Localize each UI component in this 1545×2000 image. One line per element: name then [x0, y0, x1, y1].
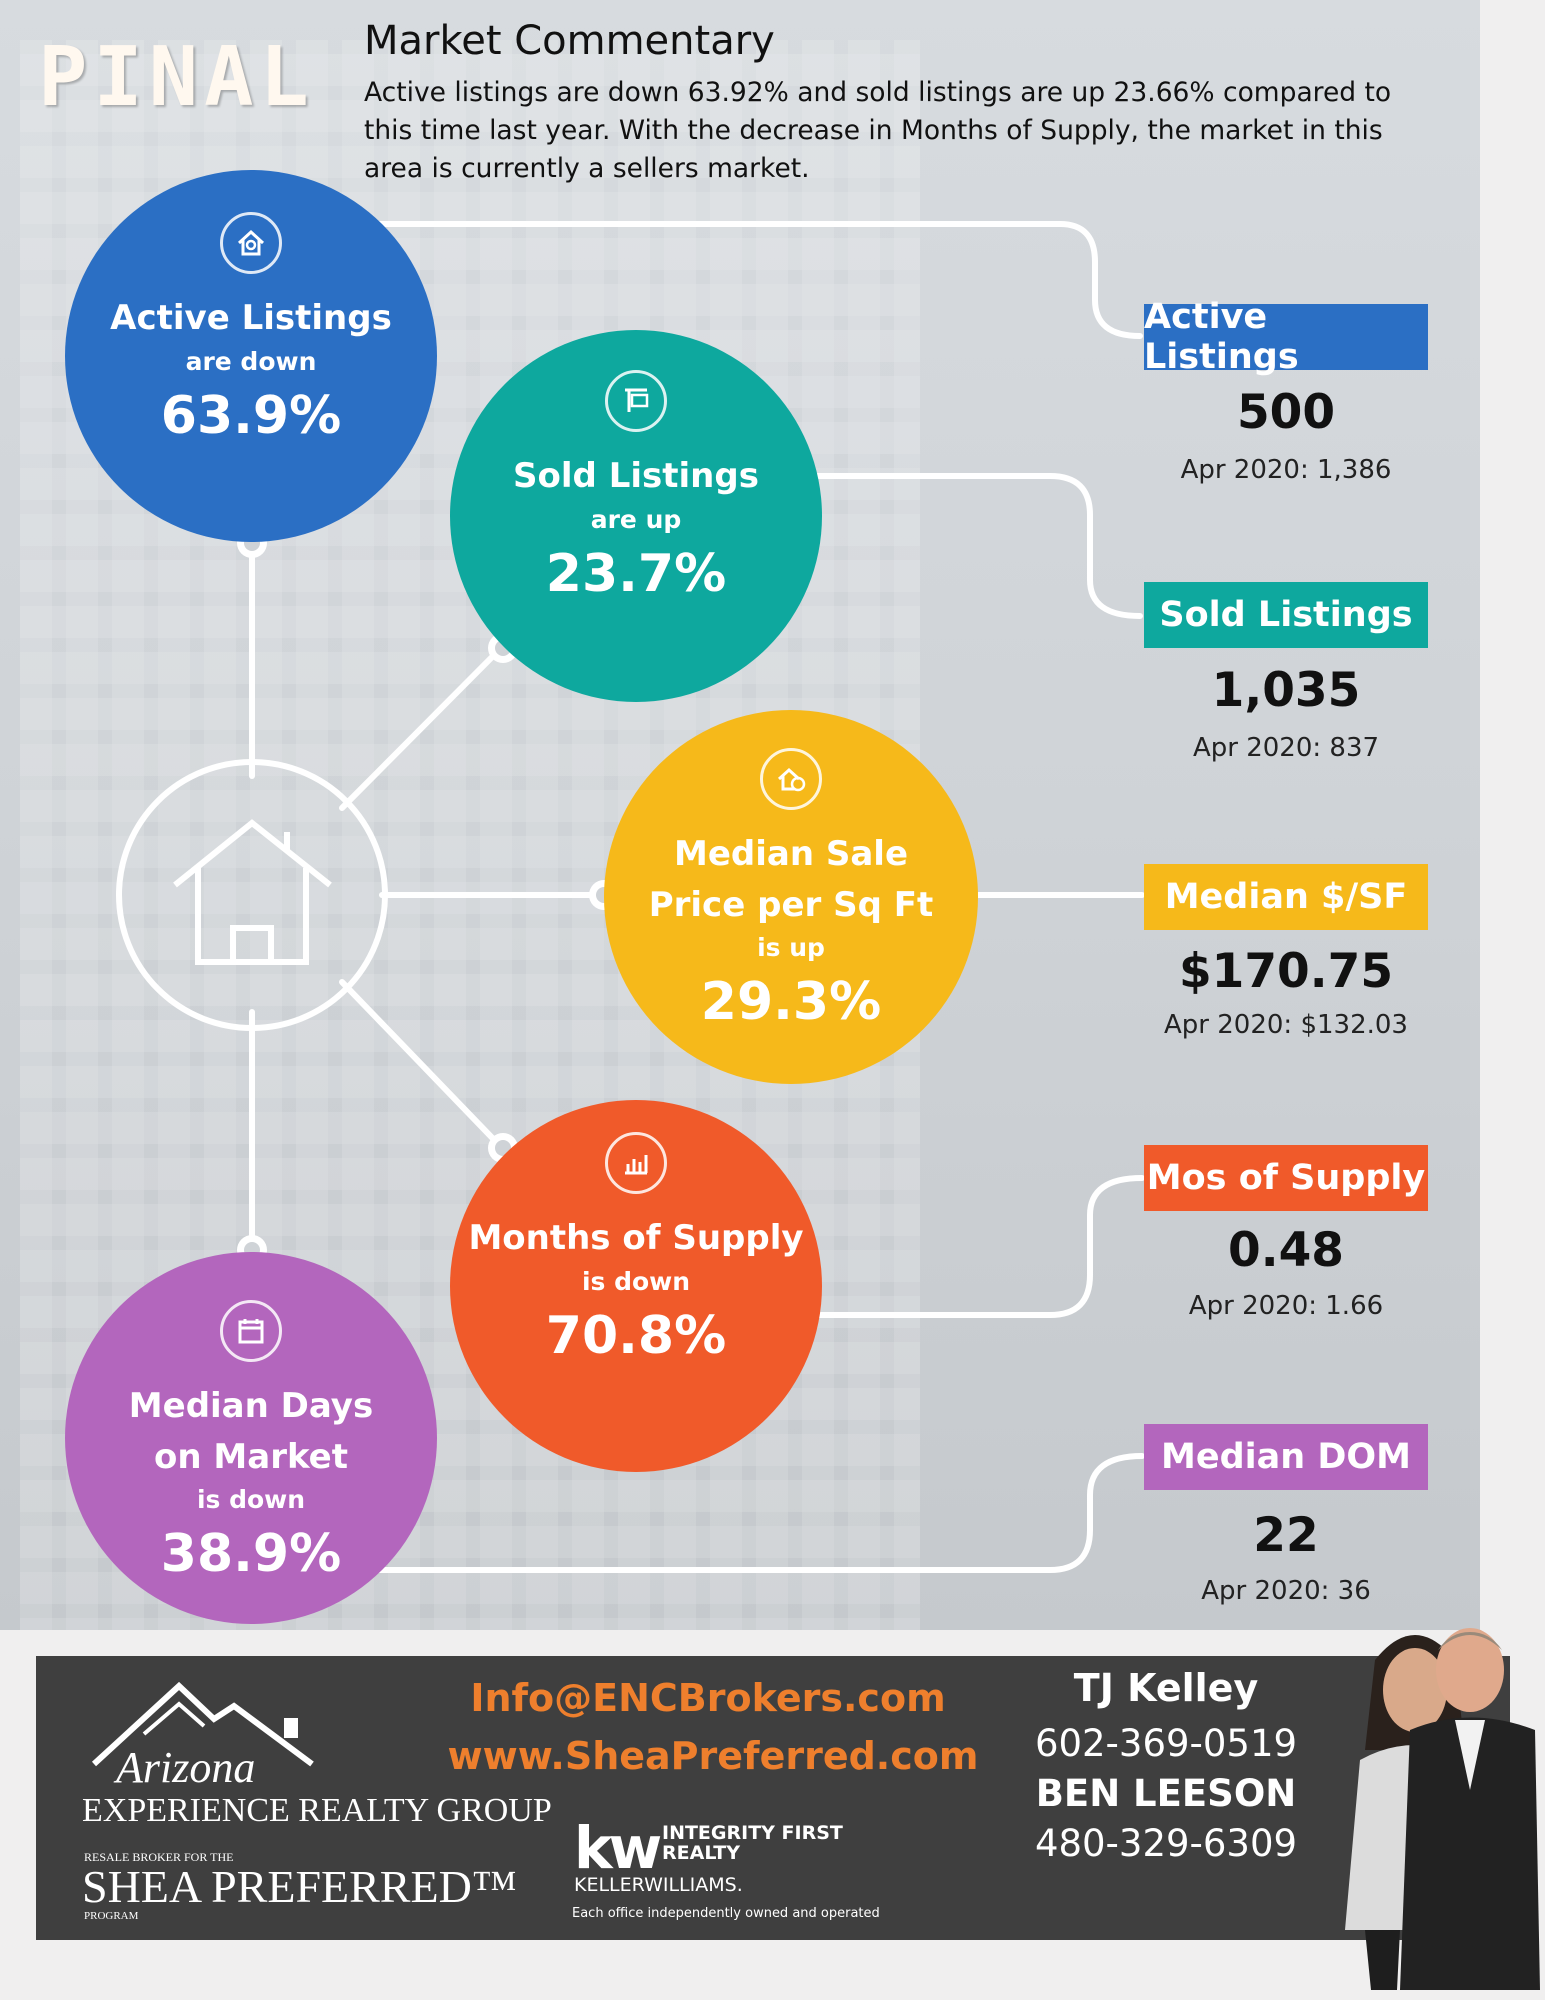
- sold-listings-circle: Sold Listings are up 23.7%: [450, 330, 822, 702]
- calendar-icon: [220, 1300, 282, 1362]
- mountain-logo-icon: [91, 1681, 314, 1767]
- median-sf-value: $170.75: [1178, 944, 1394, 999]
- circle-title-line2: on Market: [154, 1437, 348, 1477]
- circle-title: Active Listings: [110, 298, 392, 338]
- supply-tag: Mos of Supply: [1144, 1145, 1428, 1211]
- circle-direction: is down: [196, 1485, 306, 1514]
- sold-listings-value: 1,035: [1211, 663, 1361, 718]
- house-icon: [220, 212, 282, 274]
- median-dom-prior: Apr 2020: 36: [1201, 1576, 1371, 1606]
- bar-chart-icon: [605, 1132, 667, 1194]
- circle-direction: is down: [581, 1267, 691, 1296]
- commentary-title: Market Commentary: [364, 18, 775, 64]
- circle-direction: are down: [185, 347, 317, 376]
- active-listings-value: 500: [1236, 385, 1336, 440]
- months-supply-circle: Months of Supply is down 70.8%: [450, 1100, 822, 1472]
- home-icon: [173, 819, 332, 965]
- median-price-circle: Median Sale Price per Sq Ft is up 29.3%: [604, 710, 978, 1084]
- shea-preferred: SHEA PREFERRED™: [82, 1861, 517, 1912]
- supply-prior: Apr 2020: 1.66: [1188, 1291, 1384, 1321]
- money-icon: [760, 748, 822, 810]
- logo-script: Arizona: [116, 1743, 256, 1792]
- circle-title: Months of Supply: [468, 1218, 804, 1258]
- kw-line1: INTEGRITY FIRST: [662, 1822, 843, 1844]
- kw-mark: kw: [574, 1814, 662, 1882]
- circle-title: Sold Listings: [513, 456, 759, 496]
- median-sf-prior: Apr 2020: $132.03: [1164, 1010, 1408, 1040]
- website-link[interactable]: www.SheaPreferred.com: [447, 1734, 979, 1778]
- median-dom-tag: Median DOM: [1144, 1424, 1428, 1490]
- email-link[interactable]: Info@ENCBrokers.com: [470, 1676, 946, 1720]
- active-listings-circle: Active Listings are down 63.9%: [65, 170, 437, 542]
- circle-direction: is up: [757, 933, 825, 962]
- circle-title-line2: Price per Sq Ft: [648, 885, 934, 925]
- active-listings-prior: Apr 2020: 1,386: [1180, 455, 1392, 485]
- agent1-phone[interactable]: 602-369-0519: [1034, 1722, 1298, 1765]
- median-dom-circle: Median Days on Market is down 38.9%: [65, 1252, 437, 1624]
- program-line: PROGRAM: [84, 1910, 139, 1922]
- footer-banner: Arizona EXPERIENCE REALTY GROUP RESALE B…: [36, 1656, 1510, 1940]
- kw-line2: REALTY: [662, 1842, 740, 1864]
- logo-company: EXPERIENCE REALTY GROUP: [82, 1792, 552, 1829]
- disclaimer: Each office independently owned and oper…: [572, 1906, 880, 1921]
- median-dom-value: 22: [1253, 1508, 1319, 1563]
- circle-percent: 29.3%: [700, 972, 882, 1032]
- hub-ring: [116, 759, 388, 1031]
- agent-photo-man: [1400, 1628, 1540, 1990]
- agent2-phone[interactable]: 480-329-6309: [1034, 1822, 1298, 1865]
- region-title: PINAL: [38, 30, 315, 125]
- circle-title-line1: Median Days: [128, 1386, 374, 1426]
- agent2-name: BEN LEESON: [1035, 1772, 1297, 1815]
- median-sf-tag: Median $/SF: [1144, 864, 1428, 930]
- stats-panel: PINAL Market Commentary Active listings …: [0, 0, 1480, 1630]
- circle-percent: 70.8%: [545, 1306, 727, 1366]
- sold-listings-tag: Sold Listings: [1144, 582, 1428, 648]
- kw-brand: KELLERWILLIAMS.: [574, 1874, 743, 1896]
- circle-percent: 23.7%: [545, 544, 727, 604]
- circle-percent: 63.9%: [160, 386, 342, 446]
- circle-direction: are up: [590, 505, 682, 534]
- agent1-name: TJ Kelley: [1073, 1666, 1259, 1710]
- sold-listings-prior: Apr 2020: 837: [1192, 733, 1380, 763]
- commentary-text: Active listings are down 63.92% and sold…: [364, 77, 1392, 184]
- active-listings-tag: Active Listings: [1144, 297, 1428, 377]
- sold-sign-icon: [605, 370, 667, 432]
- circle-percent: 38.9%: [160, 1524, 342, 1584]
- resale-line: RESALE BROKER FOR THE: [84, 1850, 234, 1864]
- supply-value: 0.48: [1228, 1223, 1344, 1278]
- circle-title-line1: Median Sale: [673, 834, 908, 874]
